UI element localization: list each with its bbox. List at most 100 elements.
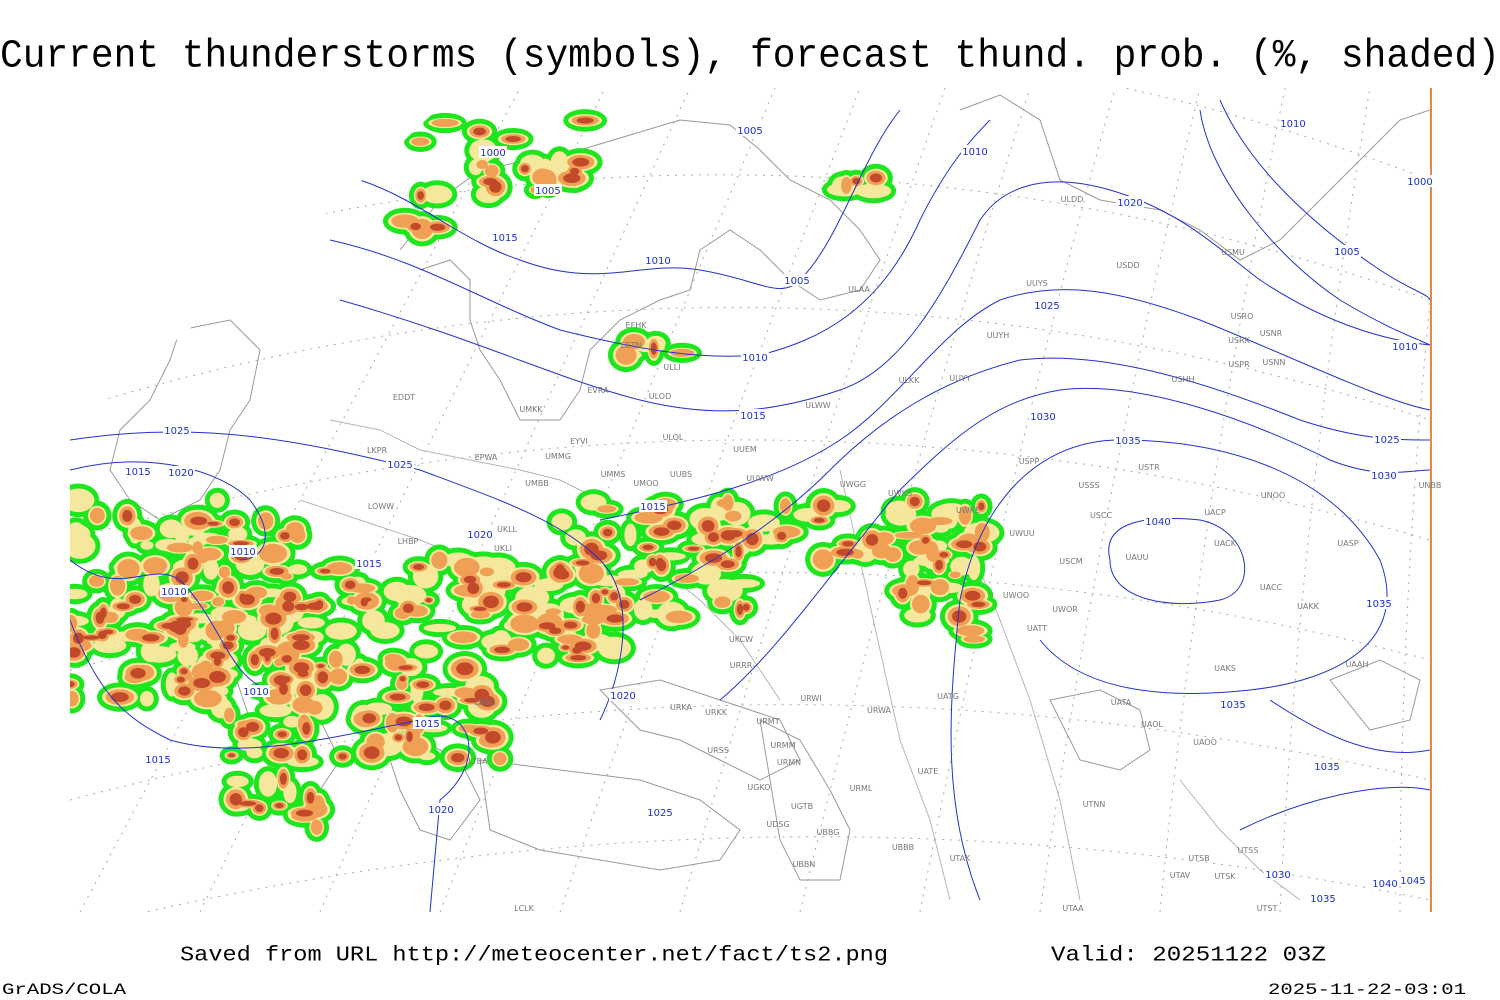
isobar-label: 1010 xyxy=(243,687,268,698)
prob-shade-max xyxy=(569,167,580,175)
prob-shade-mid xyxy=(423,623,457,633)
prob-shade-max xyxy=(255,804,264,812)
prob-shade-max xyxy=(473,127,486,136)
prob-shade-mid xyxy=(624,523,637,547)
prob-shade-mid xyxy=(414,644,439,659)
station-label: UACP xyxy=(1204,508,1226,517)
isobar-label-bg xyxy=(1309,892,1337,904)
prob-shade-mid xyxy=(565,529,587,546)
isobar-label-bg xyxy=(1391,340,1419,352)
station-label: UUEM xyxy=(733,445,757,454)
prob-shade-max xyxy=(265,612,282,625)
prob-shade-high xyxy=(908,540,931,555)
prob-shade-max xyxy=(601,589,609,595)
station-label: UUYY xyxy=(949,374,971,383)
prob-shade-high xyxy=(431,118,459,128)
prob-shade-max xyxy=(275,803,284,809)
prob-shade-high xyxy=(905,574,920,596)
station-label: UACK xyxy=(1214,539,1237,548)
prob-shade-max xyxy=(277,731,287,738)
station-label: UACC xyxy=(1260,583,1283,592)
isobar-label: 1010 xyxy=(962,147,987,158)
graticule-line xyxy=(70,307,1430,421)
prob-shade-max xyxy=(473,727,489,735)
prob-shade-high xyxy=(894,531,924,539)
prob-shade-high xyxy=(258,512,274,530)
prob-shade-high xyxy=(532,168,554,186)
isobar-label-bg xyxy=(1279,117,1307,129)
prob-shade-max xyxy=(270,627,279,640)
graticule-line xyxy=(199,88,606,912)
prob-shade-high xyxy=(927,517,953,526)
frame-edge xyxy=(1430,88,1432,912)
prob-shade-max xyxy=(667,520,682,531)
prob-shade-max xyxy=(319,568,331,574)
station-label: UAOO xyxy=(1193,738,1217,747)
prob-shade-high xyxy=(188,602,208,610)
station-label: USSS xyxy=(1078,481,1099,490)
prob-shade-max xyxy=(97,630,107,640)
prob-shade-high xyxy=(949,571,961,579)
prob-shade-max xyxy=(563,173,581,184)
valid-time: Valid: 20251122 03Z xyxy=(1051,945,1326,968)
isobar-label: 1020 xyxy=(1117,198,1142,209)
prob-shade-max xyxy=(264,650,271,662)
prob-shade-max xyxy=(362,713,377,724)
prob-shade-max xyxy=(363,746,380,759)
prob-shade-high xyxy=(586,622,601,639)
prob-shade-max xyxy=(280,531,290,540)
prob-shade-max xyxy=(70,647,81,658)
prob-shade-max xyxy=(273,748,289,759)
station-label: UATT xyxy=(1027,624,1047,633)
prob-shade-max xyxy=(473,606,487,612)
prob-shade-mid xyxy=(140,540,154,550)
isobar-label: 1015 xyxy=(125,467,150,478)
prob-shade-mid xyxy=(70,488,95,513)
station-label: URWA xyxy=(867,706,892,715)
isobar-label: 1000 xyxy=(480,148,505,159)
isobar xyxy=(339,181,1430,412)
station-label: UMOO xyxy=(633,479,658,488)
prob-shade-mid xyxy=(903,560,920,578)
prob-shade-max xyxy=(82,635,100,640)
prob-shade-max xyxy=(399,676,406,682)
isobar-label-bg xyxy=(609,689,637,701)
station-label: USNR xyxy=(1260,329,1283,338)
isobar-label: 1015 xyxy=(740,411,765,422)
station-label: UWOO xyxy=(1003,591,1029,600)
prob-shade-mid xyxy=(551,513,573,531)
prob-shade-max xyxy=(439,700,452,711)
isobar-label: 1010 xyxy=(645,256,670,267)
prob-shade-max xyxy=(648,557,657,567)
prob-shade-max xyxy=(190,516,208,526)
isobar-label-bg xyxy=(386,458,414,470)
isobar-label-bg xyxy=(491,231,519,243)
prob-shade-high xyxy=(88,575,105,587)
prob-shade-high xyxy=(670,348,694,357)
isobar-label-bg xyxy=(639,500,667,512)
station-label: USDD xyxy=(1116,261,1139,270)
station-label: ULLI xyxy=(663,363,680,372)
prob-shade-high xyxy=(70,690,79,707)
prob-shade-high xyxy=(224,707,235,723)
prob-shade-max xyxy=(180,668,188,675)
station-label: UKCW xyxy=(729,635,753,644)
prob-shade-max xyxy=(642,544,654,551)
prob-shade-max xyxy=(178,686,191,696)
software-credit: GrADS/COLA xyxy=(2,981,127,999)
isobar-label: 1035 xyxy=(1310,894,1335,905)
graticule-line xyxy=(1039,88,1201,912)
isobar-label: 1005 xyxy=(1334,247,1359,258)
prob-shade-max xyxy=(515,572,532,583)
station-label: LBBG xyxy=(474,698,496,707)
prob-shade-max xyxy=(181,597,188,603)
station-label: UWKS xyxy=(888,489,912,498)
prob-shade-high xyxy=(205,535,228,545)
isobar-label-bg xyxy=(163,424,191,436)
prob-shade-max xyxy=(294,603,309,611)
prob-shade-max xyxy=(70,681,75,688)
prob-shade-max xyxy=(233,541,249,546)
map-layers xyxy=(70,88,1430,912)
prob-shade-mid xyxy=(237,738,262,752)
prob-shade-high xyxy=(484,164,499,178)
